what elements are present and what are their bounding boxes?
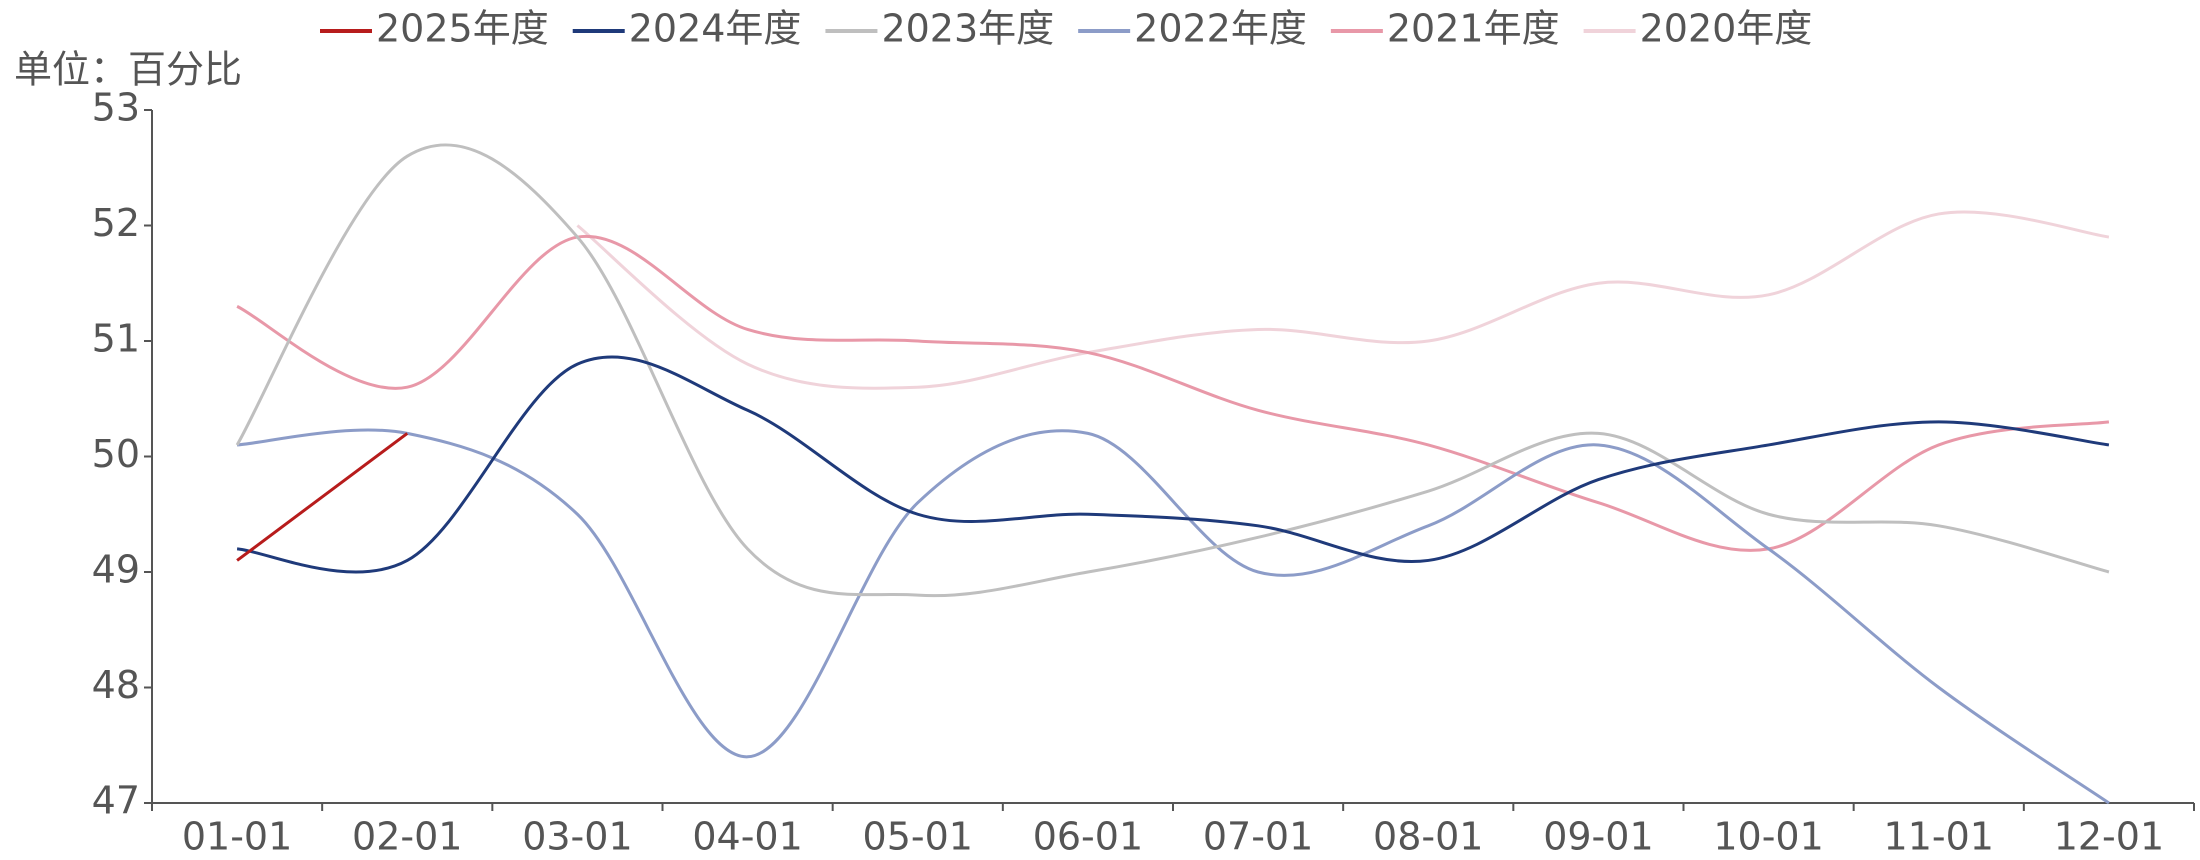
legend-label: 2024年度	[629, 7, 802, 51]
legend-label: 2021年度	[1387, 7, 1560, 51]
x-tick-label: 10-01	[1713, 815, 1823, 859]
legend-label: 2022年度	[1134, 7, 1307, 51]
series-line	[236, 432, 409, 562]
x-tick-label: 04-01	[692, 815, 802, 859]
y-tick-label: 48	[92, 663, 140, 707]
series-line	[236, 428, 2110, 805]
series-line	[576, 210, 2110, 390]
x-tick-label: 06-01	[1033, 815, 1143, 859]
y-tick-label: 49	[92, 548, 140, 592]
x-tick-label: 07-01	[1203, 815, 1313, 859]
series-line	[236, 234, 2110, 552]
x-tick-label: 03-01	[522, 815, 632, 859]
series-line	[235, 143, 2110, 598]
series-line	[236, 355, 2110, 574]
x-tick-label: 05-01	[863, 815, 973, 859]
legend-label: 2023年度	[881, 7, 1054, 51]
y-tick-label: 53	[92, 86, 140, 130]
y-tick-label: 51	[92, 317, 140, 361]
x-tick-label: 11-01	[1884, 815, 1994, 859]
x-tick-label: 09-01	[1543, 815, 1653, 859]
legend-label: 2025年度	[376, 7, 549, 51]
y-tick-label: 47	[92, 779, 140, 823]
x-tick-label: 01-01	[182, 815, 292, 859]
y-tick-label: 50	[92, 432, 140, 476]
x-tick-label: 02-01	[352, 815, 462, 859]
x-tick-label: 08-01	[1373, 815, 1483, 859]
unit-label: 单位：百分比	[14, 48, 242, 92]
legend-label: 2020年度	[1640, 7, 1813, 51]
y-tick-label: 52	[92, 201, 140, 245]
x-tick-label: 12-01	[2054, 815, 2164, 859]
